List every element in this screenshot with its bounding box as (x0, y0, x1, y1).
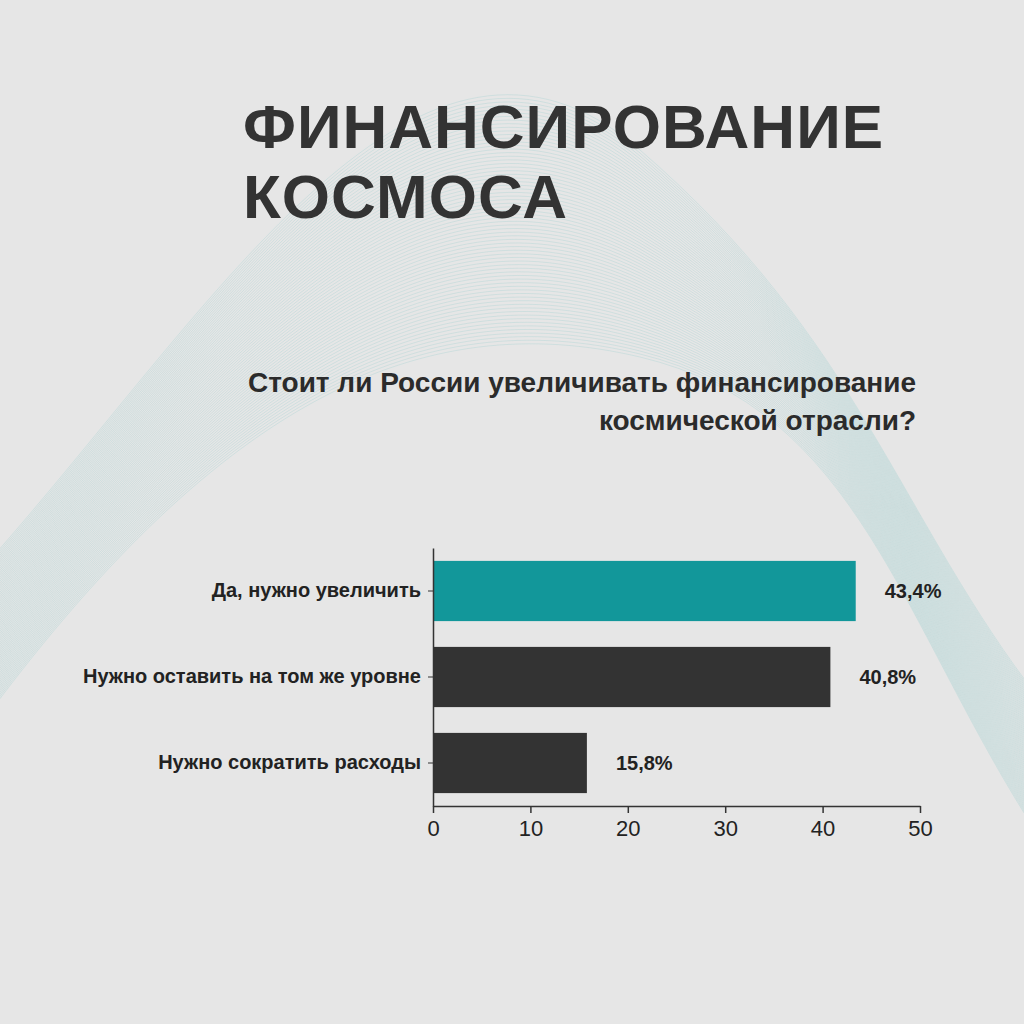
tick-mark (628, 806, 630, 813)
tick-mark (428, 763, 433, 764)
tick-mark (530, 806, 532, 813)
subtitle: космической отрасли? (599, 405, 916, 436)
decor-line (0, 297, 1024, 812)
decor-line (0, 286, 1024, 806)
category-label: Нужно оставить на том же уровне (83, 665, 421, 687)
decor-line (0, 98, 1024, 702)
decor-line (0, 315, 1024, 822)
x-axis: 0 10 20 30 40 50 (427, 806, 932, 841)
tick-mark (920, 806, 922, 813)
decor-line (0, 182, 1024, 748)
subtitle: Стоит ли России увеличивать финансирован… (248, 367, 916, 398)
decor-line (0, 116, 1024, 712)
tick-label: 50 (908, 816, 932, 841)
decor-line (0, 279, 1024, 802)
title: ФИНАНСИРОВАНИЕ (243, 92, 884, 161)
tick-label: 40 (811, 816, 835, 841)
category-label: Нужно сократить расходы (158, 751, 421, 773)
chart: ФИНАНСИРОВАНИЕКОСМОСА Стоит ли России уве… (0, 0, 1024, 1024)
data-label: 40,8% (859, 666, 916, 688)
decor-line (0, 290, 1024, 808)
decor-line (0, 337, 1024, 834)
decor-line (0, 135, 1024, 722)
tick-mark (433, 806, 435, 813)
data-label: 15,8% (616, 752, 673, 774)
bar (433, 561, 856, 621)
category-label: Да, нужно увеличить (212, 579, 421, 601)
decor-line (0, 178, 1024, 746)
decor-line (0, 340, 1024, 836)
decor-line (0, 239, 1024, 780)
decoration (0, 95, 1024, 838)
data-labels: 43,4% 40,8% 15,8% (616, 580, 942, 774)
tick: Да, нужно увеличить (212, 579, 433, 601)
bar (433, 733, 587, 793)
tick: 0 (427, 806, 439, 841)
decor-line (0, 311, 1024, 820)
decor-line (0, 142, 1024, 726)
tick-mark (428, 591, 433, 592)
tick: 50 (908, 806, 932, 841)
decor-line (0, 344, 1024, 838)
tick: Нужно оставить на том же уровне (83, 665, 433, 687)
decor-line (0, 131, 1024, 720)
decor-line (0, 308, 1024, 818)
decor-line (0, 174, 1024, 744)
decor-line (0, 127, 1024, 718)
data-label: 43,4% (885, 580, 942, 602)
decor-line (0, 272, 1024, 798)
decor-line (0, 333, 1024, 832)
decor-line (0, 149, 1024, 730)
decor-line (0, 283, 1024, 804)
decor-line (0, 113, 1024, 710)
tick-mark (428, 677, 433, 678)
decor-line (0, 304, 1024, 816)
bar (433, 647, 830, 707)
bars (433, 561, 856, 793)
decor-line (0, 319, 1024, 824)
decor-line (0, 160, 1024, 736)
tick-label: 20 (616, 816, 640, 841)
tick-label: 30 (713, 816, 737, 841)
decor-line (0, 322, 1024, 826)
tick-mark (725, 806, 727, 813)
axis-line (434, 806, 921, 808)
decor-line (0, 102, 1024, 704)
decor-line (0, 293, 1024, 810)
decor-line (0, 145, 1024, 728)
decor-line (0, 163, 1024, 738)
tick: 30 (713, 806, 737, 841)
tick: Нужно сократить расходы (158, 751, 433, 773)
decor-line (0, 329, 1024, 830)
decor-line (0, 326, 1024, 828)
decor-line (0, 95, 1024, 700)
tick: 10 (519, 806, 543, 841)
decor-line (0, 301, 1024, 814)
tick-mark (822, 806, 824, 813)
tick-label: 0 (427, 816, 439, 841)
tick: 20 (616, 806, 640, 841)
tick-label: 10 (519, 816, 543, 841)
tick: 40 (811, 806, 835, 841)
y-axis: Да, нужно увеличить Нужно оставить на том… (83, 549, 434, 807)
title: КОСМОСА (243, 162, 568, 231)
